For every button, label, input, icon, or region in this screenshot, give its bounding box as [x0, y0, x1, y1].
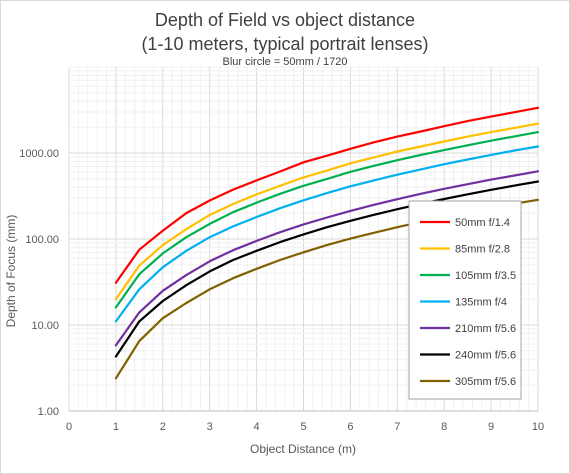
x-tick-label: 4	[254, 421, 260, 433]
series-lines	[114, 106, 540, 380]
series-line-135mm-f-4	[114, 145, 540, 323]
x-tick-label: 1	[113, 421, 119, 433]
y-axis-title: Depth of Focus (mm)	[4, 215, 18, 328]
series-line-50mm-f-1-4	[114, 106, 540, 284]
series-line-85mm-f-2-8	[114, 122, 540, 301]
x-tick-label: 8	[441, 421, 447, 433]
series-line-105mm-f-3-5	[114, 131, 540, 309]
legend-label: 210mm f/5.6	[455, 323, 516, 335]
legend-label: 305mm f/5.6	[455, 376, 516, 388]
legend: 50mm f/1.4 85mm f/2.8 105mm f/3.5 135mm f/4…	[408, 200, 522, 400]
series-line-210mm-f-5-6	[114, 170, 540, 347]
y-tick-label: 10.00	[31, 320, 59, 332]
x-axis-title: Object Distance (m)	[250, 442, 356, 456]
series-line-240mm-f-5-6	[114, 180, 540, 358]
tick-labels: 0 1 2 3 4 5 6 7 8 9 10 1.00 10.00 100.00 1000.00	[19, 148, 544, 433]
y-tick-label: 1000.00	[19, 148, 59, 160]
x-tick-label: 0	[66, 421, 72, 433]
x-tick-label: 10	[532, 421, 544, 433]
legend-label: 50mm f/1.4	[455, 217, 510, 229]
legend-label: 240mm f/5.6	[455, 350, 516, 362]
chart-title-line-2: (1-10 meters, typical portrait lenses)	[141, 34, 429, 54]
chart-subtitle: Blur circle = 50mm / 1720	[222, 56, 348, 68]
legend-label: 105mm f/3.5	[455, 270, 516, 282]
chart-title: Depth of Field vs object distance (1-10 …	[0, 8, 570, 56]
legend-label: 85mm f/2.8	[455, 244, 510, 256]
chart-title-line-1: Depth of Field vs object distance	[154, 10, 416, 30]
x-tick-label: 7	[394, 421, 400, 433]
x-tick-label: 2	[160, 421, 166, 433]
legend-label: 135mm f/4	[455, 297, 507, 309]
x-tick-label: 3	[207, 421, 213, 433]
y-tick-label: 100.00	[25, 234, 59, 246]
x-tick-label: 6	[347, 421, 353, 433]
x-tick-label: 9	[488, 421, 494, 433]
y-tick-label: 1.00	[38, 406, 59, 418]
legend-box	[408, 200, 522, 400]
x-tick-label: 5	[300, 421, 306, 433]
